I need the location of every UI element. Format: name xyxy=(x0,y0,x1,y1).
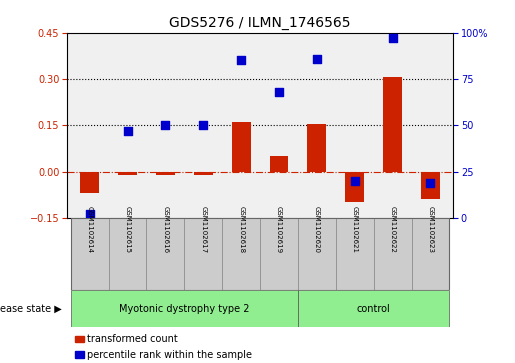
Point xyxy=(85,211,94,217)
Point xyxy=(199,122,208,128)
Text: GSM1102617: GSM1102617 xyxy=(200,205,207,253)
Text: GSM1102616: GSM1102616 xyxy=(162,205,168,253)
Bar xyxy=(260,218,298,290)
Bar xyxy=(307,124,327,171)
Bar xyxy=(80,171,99,193)
Bar xyxy=(383,77,402,171)
Text: control: control xyxy=(357,303,390,314)
Point xyxy=(426,180,435,185)
Point xyxy=(351,178,359,184)
Text: GSM1102620: GSM1102620 xyxy=(314,206,320,253)
Title: GDS5276 / ILMN_1746565: GDS5276 / ILMN_1746565 xyxy=(169,16,351,30)
Point xyxy=(313,56,321,61)
Text: GSM1102619: GSM1102619 xyxy=(276,205,282,253)
Point xyxy=(161,122,169,128)
Point xyxy=(275,89,283,95)
Text: GSM1102621: GSM1102621 xyxy=(352,206,358,253)
Point xyxy=(124,128,132,134)
Text: GSM1102622: GSM1102622 xyxy=(390,206,396,253)
Bar xyxy=(298,290,450,327)
Point xyxy=(237,57,245,63)
Bar xyxy=(222,218,260,290)
Bar xyxy=(71,290,298,327)
Text: GSM1102614: GSM1102614 xyxy=(87,206,93,253)
Text: GSM1102623: GSM1102623 xyxy=(427,206,434,253)
Bar xyxy=(336,218,374,290)
Bar xyxy=(118,171,137,175)
Text: Myotonic dystrophy type 2: Myotonic dystrophy type 2 xyxy=(119,303,250,314)
Point xyxy=(388,35,397,41)
Bar xyxy=(411,218,450,290)
Text: GSM1102615: GSM1102615 xyxy=(125,206,130,253)
Bar xyxy=(298,218,336,290)
Bar xyxy=(374,218,411,290)
Text: disease state ▶: disease state ▶ xyxy=(0,303,62,314)
Bar xyxy=(421,171,440,199)
Bar xyxy=(269,156,288,171)
Bar xyxy=(156,171,175,175)
Bar xyxy=(184,218,222,290)
Bar xyxy=(345,171,364,202)
Bar xyxy=(232,122,251,171)
Text: percentile rank within the sample: percentile rank within the sample xyxy=(87,350,251,360)
Text: GSM1102618: GSM1102618 xyxy=(238,205,244,253)
Bar xyxy=(194,171,213,175)
Bar xyxy=(109,218,146,290)
Text: transformed count: transformed count xyxy=(87,334,177,344)
Bar xyxy=(71,218,109,290)
Bar xyxy=(146,218,184,290)
